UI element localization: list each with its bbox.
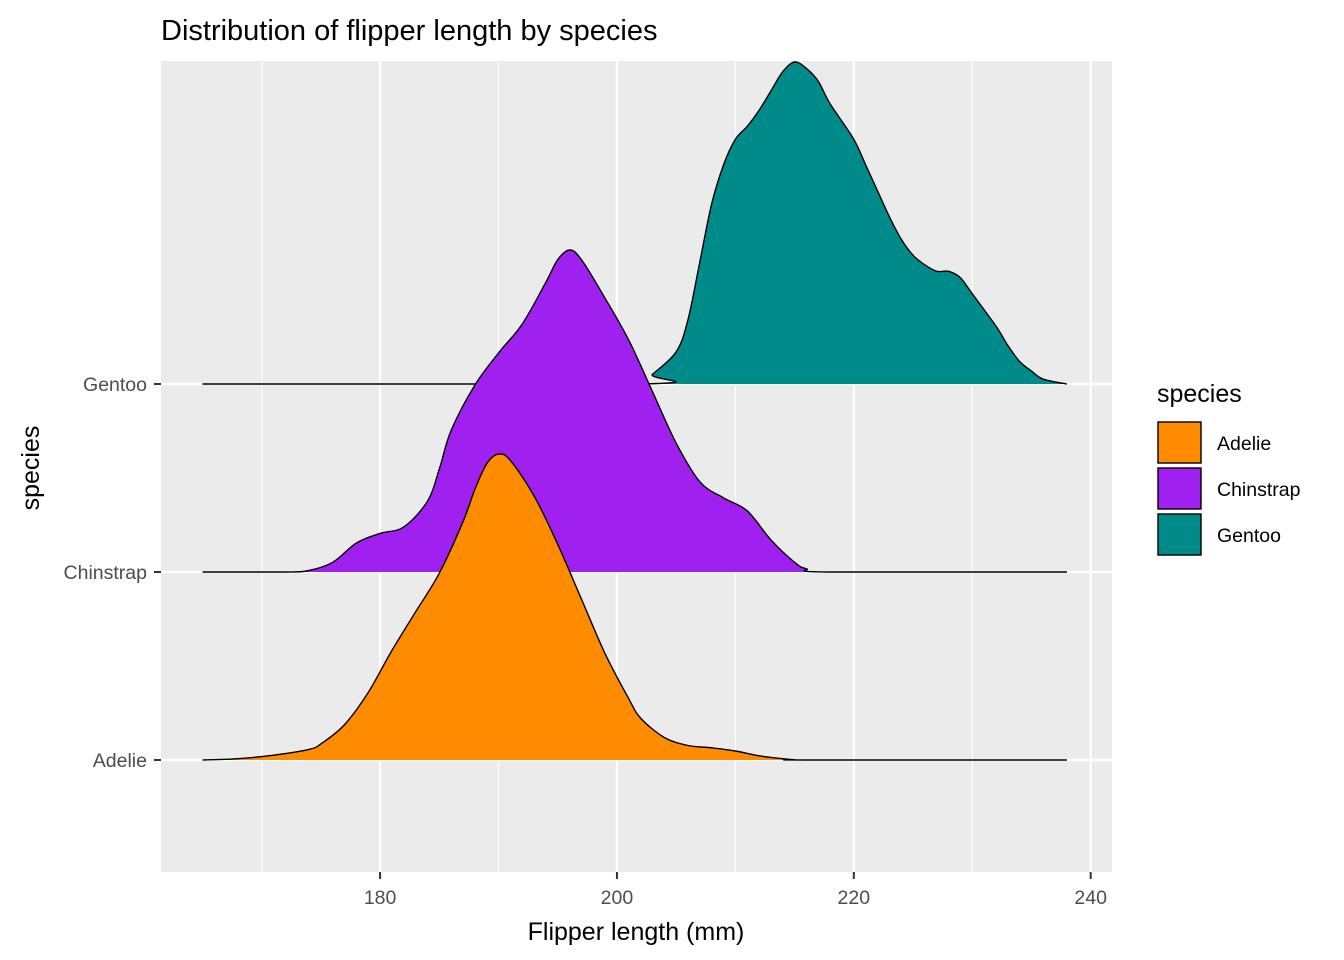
y-tick-label-chinstrap: Chinstrap — [64, 562, 148, 584]
legend-label-gentoo: Gentoo — [1217, 525, 1281, 547]
x-tick-label: 180 — [364, 887, 397, 909]
ridge-outline-chinstrap — [202, 249, 1067, 573]
x-axis: 180 200 220 240 — [364, 872, 1107, 909]
chart-title: Distribution of flipper length by specie… — [161, 15, 657, 47]
x-tick-label: 240 — [1074, 887, 1107, 909]
y-tick-label-gentoo: Gentoo — [83, 374, 147, 396]
ridge-outline-adelie — [202, 453, 1067, 761]
y-tick-label-adelie: Adelie — [93, 750, 147, 772]
legend-key-chinstrap — [1157, 467, 1202, 510]
legend-key-gentoo — [1157, 513, 1202, 556]
legend-key-adelie — [1157, 421, 1202, 464]
y-axis-title: species — [17, 426, 45, 511]
y-axis: Adelie Chinstrap Gentoo — [64, 374, 161, 772]
ridge-fill-chinstrap — [202, 250, 1067, 572]
ridge-outline-gentoo — [202, 61, 1068, 385]
legend: species Adelie Chinstrap Gentoo — [1157, 380, 1301, 556]
legend-label-adelie: Adelie — [1217, 433, 1271, 455]
ridge-fill-adelie — [202, 453, 1067, 760]
x-tick-label: 220 — [838, 887, 871, 909]
ridge-fill-gentoo — [202, 61, 1067, 384]
legend-label-chinstrap: Chinstrap — [1217, 479, 1301, 501]
legend-title: species — [1157, 380, 1242, 408]
x-tick-label: 200 — [601, 887, 634, 909]
density-ridges — [202, 61, 1068, 761]
x-axis-title: Flipper length (mm) — [528, 918, 745, 946]
